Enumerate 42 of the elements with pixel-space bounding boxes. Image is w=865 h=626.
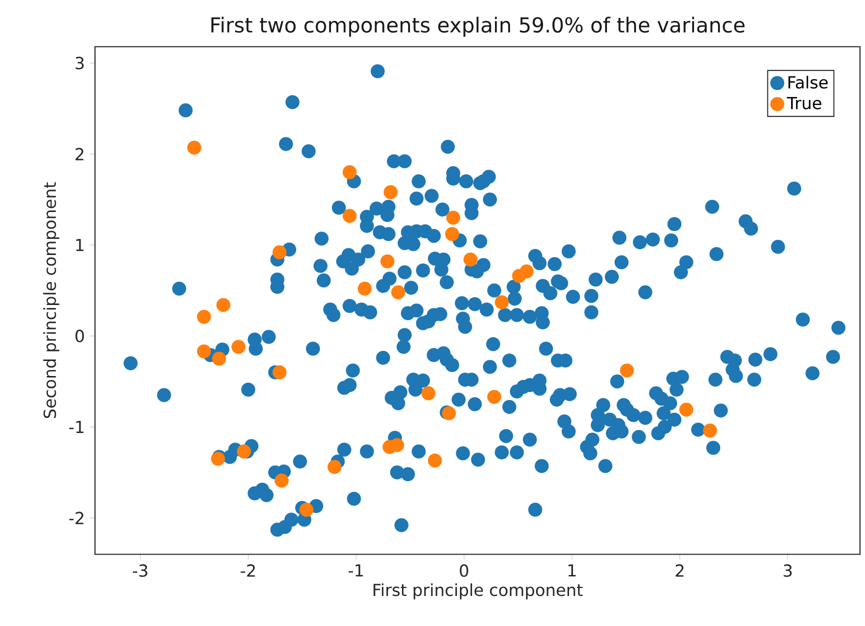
x-tick-label: 1: [568, 564, 576, 576]
y-tick-label: -1: [69, 420, 84, 433]
y-tick-label: 3: [76, 56, 84, 70]
x-tick-label: 2: [676, 564, 684, 577]
point: [342, 208, 357, 223]
legend-label: False: [788, 76, 828, 89]
point: [703, 424, 718, 438]
point: [445, 227, 460, 242]
legend-label: True: [786, 97, 822, 110]
point: [421, 386, 436, 400]
y-tick-label: 1: [76, 238, 84, 252]
point: [428, 454, 442, 468]
x-tick-label: 0: [460, 564, 468, 577]
y-tick-label: 0: [76, 330, 84, 342]
point: [446, 210, 460, 225]
x-tick-label: -1: [348, 564, 363, 576]
point: [487, 390, 502, 404]
point: [272, 365, 287, 380]
point: [679, 402, 694, 417]
point: [187, 140, 202, 155]
y-tick-label: -2: [69, 512, 84, 524]
point: [391, 285, 406, 300]
point: [196, 344, 211, 358]
point: [494, 295, 509, 310]
x-tick-label: 3: [784, 564, 792, 577]
x-tick-label: -3: [132, 564, 148, 577]
y-tick-label: 2: [76, 148, 84, 160]
x-tick-label: -2: [240, 564, 255, 577]
point: [384, 185, 398, 200]
point: [299, 502, 314, 517]
point: [358, 282, 372, 296]
point: [342, 165, 357, 180]
point: [216, 298, 230, 312]
point: [196, 310, 211, 324]
x-axis-title: First principle component: [374, 583, 583, 600]
y-axis-title: Second principle component: [43, 182, 60, 418]
point: [620, 364, 634, 378]
point: [380, 254, 394, 268]
point: [231, 340, 246, 354]
point: [463, 252, 478, 267]
point: [520, 264, 534, 278]
chart-title: First two components explain 59.0% of the variance: [211, 16, 745, 37]
